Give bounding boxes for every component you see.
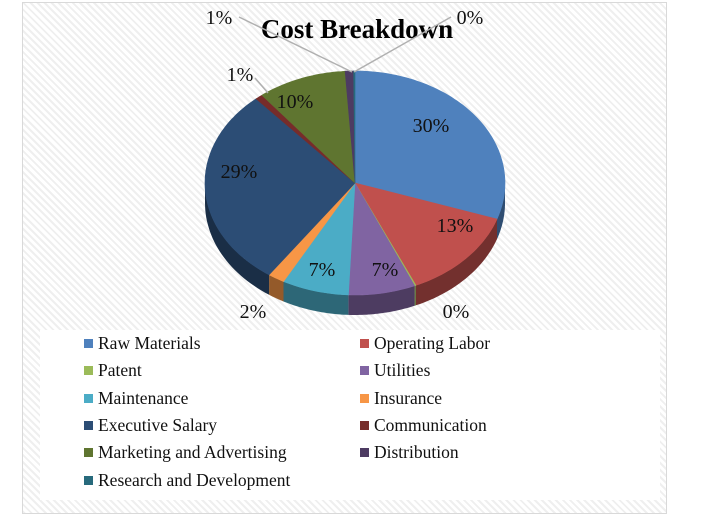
legend-swatch-icon: [360, 393, 369, 403]
leader-line: [238, 16, 353, 73]
pie-slice-executive-salary: [204, 98, 356, 276]
legend-label: Distribution: [374, 442, 459, 463]
legend-item: Marketing and Advertising: [40, 439, 345, 466]
chart-title: Cost Breakdown: [260, 14, 454, 44]
legend-item: Utilities: [345, 357, 645, 384]
legend-label: Patent: [98, 360, 142, 381]
legend-item: Raw Materials: [40, 330, 345, 357]
data-label: 1%: [227, 64, 254, 86]
legend-swatch-icon: [84, 339, 93, 349]
legend-item: Distribution: [345, 439, 645, 466]
legend-label: Research and Development: [98, 469, 291, 490]
data-labels: 30% 13% 0% 7% 7% 2% 29% 1% 10% 1% 0%: [206, 7, 484, 323]
legend-label: Communication: [374, 415, 487, 436]
data-label: 1%: [206, 7, 233, 29]
legend-swatch-icon: [84, 475, 93, 485]
data-label: 0%: [443, 301, 470, 323]
legend-label: Executive Salary: [98, 415, 218, 436]
leader-lines: [238, 16, 452, 94]
pie-slice-raw-materials: [354, 70, 506, 220]
legend-item: Patent: [40, 357, 345, 384]
legend-item: Communication: [345, 412, 645, 439]
data-label: 0%: [457, 7, 484, 29]
legend-label: Utilities: [374, 360, 431, 381]
legend-swatch-icon: [360, 421, 369, 431]
slice-side: [283, 281, 349, 315]
pie-slice-operating-labor: [354, 182, 498, 286]
legend-label: Operating Labor: [374, 333, 491, 354]
legend-swatch-icon: [84, 366, 93, 376]
legend-item: Research and Development: [40, 466, 345, 493]
legend-item: Maintenance: [40, 385, 345, 412]
leader-line: [353, 16, 452, 73]
legend-label: Maintenance: [98, 387, 189, 408]
slice-side: [497, 183, 505, 240]
legend-swatch-icon: [84, 448, 93, 458]
legend-label: Insurance: [374, 387, 443, 408]
legend-item: Executive Salary: [40, 412, 345, 439]
slice-side: [415, 219, 497, 306]
data-label: 13%: [437, 215, 474, 237]
pie-slice-marketing-and-advertising: [261, 70, 356, 184]
pie-slice-utilities: [348, 181, 416, 296]
data-label: 30%: [413, 115, 450, 137]
data-label: 7%: [309, 259, 336, 281]
data-label: 29%: [221, 161, 258, 183]
legend-swatch-icon: [360, 366, 369, 376]
pie-sides: [205, 183, 505, 315]
data-label: 2%: [240, 301, 267, 323]
legend-swatch-icon: [84, 421, 93, 431]
leader-line: [254, 77, 269, 94]
slice-side: [269, 274, 284, 302]
legend-label: Marketing and Advertising: [98, 442, 287, 463]
legend-item: Operating Labor: [345, 330, 645, 357]
legend-swatch-icon: [360, 448, 369, 458]
slice-side: [348, 285, 415, 315]
legend-item: Insurance: [345, 385, 645, 412]
pie-slice-maintenance: [283, 181, 356, 296]
slice-side: [414, 285, 416, 306]
legend-swatch-icon: [84, 393, 93, 403]
legend-label: Raw Materials: [98, 333, 201, 354]
data-label: 7%: [372, 259, 399, 281]
slice-side: [205, 183, 270, 295]
pie-slice-insurance: [268, 182, 356, 282]
data-label: 10%: [277, 91, 314, 113]
legend-swatch-icon: [360, 339, 369, 349]
pie-slices: [204, 70, 506, 296]
chart-legend: Raw Materials Operating Labor Patent Utilit…: [40, 330, 660, 500]
